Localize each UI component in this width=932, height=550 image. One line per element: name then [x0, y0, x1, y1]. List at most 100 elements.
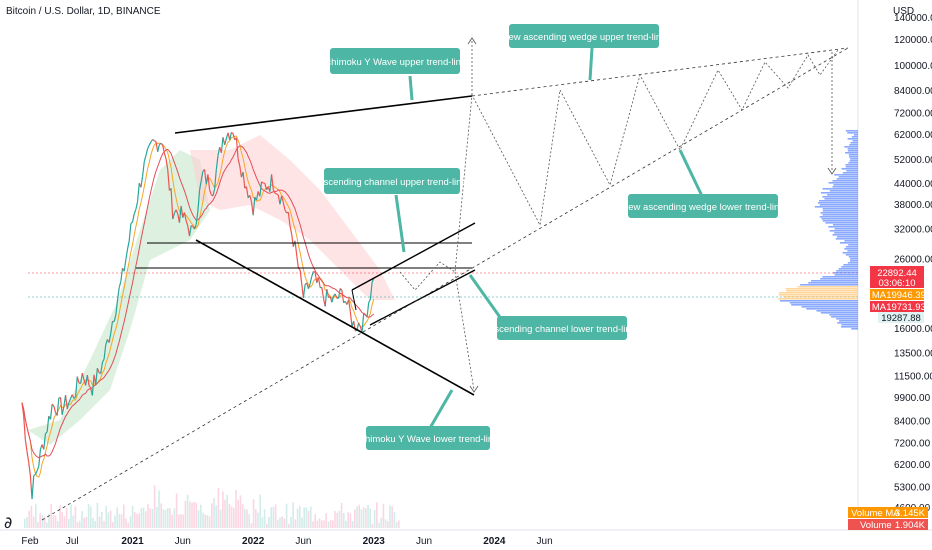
price-segment — [296, 255, 299, 269]
price-segment — [245, 186, 249, 198]
annotation-channel-upper: Ascending channel upper trend-line — [317, 168, 467, 253]
price-segment — [190, 225, 194, 227]
low-price-badge: 19287.88 — [878, 312, 924, 324]
volume-bar — [149, 508, 151, 528]
price-segment — [45, 431, 48, 435]
volume-bar — [343, 512, 345, 528]
volume-bar — [206, 514, 209, 528]
volume-bar — [211, 503, 213, 528]
volume-bar — [237, 499, 239, 528]
volume-bar — [167, 508, 169, 528]
price-segment — [368, 299, 371, 303]
annotation-pointer — [428, 389, 454, 429]
price-segment — [96, 367, 100, 373]
volume-bar — [233, 507, 235, 528]
profile-bar — [817, 202, 858, 204]
price-segment — [261, 181, 264, 184]
y-tick-label: 6200.00 — [894, 460, 931, 471]
y-tick-label: 52000.00 — [894, 155, 932, 166]
volume-bar — [105, 505, 107, 528]
price-segment — [356, 322, 360, 331]
price-segment — [281, 195, 284, 203]
channel-left-edge — [351, 289, 357, 311]
y-tick-label: 13500.00 — [894, 348, 932, 359]
volume-bar — [257, 512, 259, 528]
tradingview-logo-icon: ∂ — [4, 513, 12, 532]
volume-bar — [204, 514, 206, 528]
annotation-channel-lower: Ascending channel lower trend-line — [468, 274, 636, 340]
profile-bar — [848, 156, 858, 158]
price-segment — [231, 131, 234, 135]
price-segment — [75, 376, 78, 397]
profile-bar — [822, 196, 858, 198]
last-price-countdown: 03:06:10 — [879, 278, 916, 289]
profile-bar — [852, 140, 858, 142]
price-segment — [175, 209, 179, 215]
profile-bar — [832, 234, 858, 236]
volume-bar — [305, 507, 308, 528]
profile-bar — [819, 204, 858, 206]
volume-bar — [277, 520, 279, 528]
volume-bar — [118, 514, 121, 528]
volume-bar — [334, 511, 336, 528]
profile-bar — [824, 198, 858, 200]
volume-value: 1.904K — [895, 520, 926, 531]
price-segment — [284, 209, 288, 214]
annotation-wedge-upper: New ascending wedge upper trend-line — [502, 24, 666, 81]
price-segment — [339, 288, 343, 291]
volume-bar — [217, 487, 220, 528]
price-segment — [140, 176, 144, 188]
price-segment — [71, 394, 75, 399]
volume-bar — [294, 519, 297, 528]
price-segment — [348, 299, 351, 312]
volume-bar — [252, 499, 255, 528]
price-segment — [193, 223, 197, 230]
y-tick-label: 11500.00 — [894, 371, 932, 382]
profile-bar — [845, 246, 858, 248]
profile-bar — [850, 142, 858, 144]
profile-bar — [820, 278, 858, 280]
y-tick-label: 32000.00 — [894, 225, 932, 236]
profile-bar — [801, 306, 858, 308]
volume-bar — [395, 521, 398, 528]
volume-bar — [354, 509, 356, 528]
price-segment — [38, 449, 42, 467]
volume-bar — [345, 520, 347, 528]
price-segment — [314, 272, 318, 283]
price-segment — [34, 470, 38, 475]
volume-bar — [153, 485, 156, 528]
profile-bar — [851, 136, 858, 138]
volume-bar — [272, 507, 275, 528]
price-segment — [100, 362, 103, 374]
volume-bar — [145, 511, 147, 528]
price-segment — [291, 234, 294, 247]
price-segment — [80, 372, 83, 384]
profile-bar — [816, 310, 858, 312]
profile-bar — [847, 138, 858, 140]
profile-bar — [841, 266, 858, 268]
volume-bar — [387, 521, 389, 528]
price-segment — [249, 195, 253, 202]
price-segment — [170, 188, 174, 220]
volume-bar — [266, 523, 268, 528]
volume-ma-label: Volume MA — [851, 508, 900, 519]
profile-bar — [834, 232, 858, 234]
volume-bar — [28, 510, 30, 528]
volume-bar — [158, 490, 160, 528]
price-segment — [115, 300, 119, 316]
volume-bar — [349, 513, 352, 528]
volume-bar — [321, 520, 323, 528]
price-segment — [155, 141, 159, 152]
volume-bar — [189, 501, 191, 528]
price-segment — [113, 315, 117, 322]
annotation-box — [497, 316, 627, 340]
volume-bar — [184, 500, 187, 528]
volume-bar — [48, 513, 50, 528]
volume-bar — [292, 502, 294, 528]
volume-bar — [134, 512, 136, 528]
price-segment — [118, 281, 122, 289]
profile-bar — [836, 318, 858, 320]
volume-bar — [52, 515, 55, 528]
y-tick-label: 44000.00 — [894, 179, 932, 190]
volume-bar — [180, 514, 182, 528]
